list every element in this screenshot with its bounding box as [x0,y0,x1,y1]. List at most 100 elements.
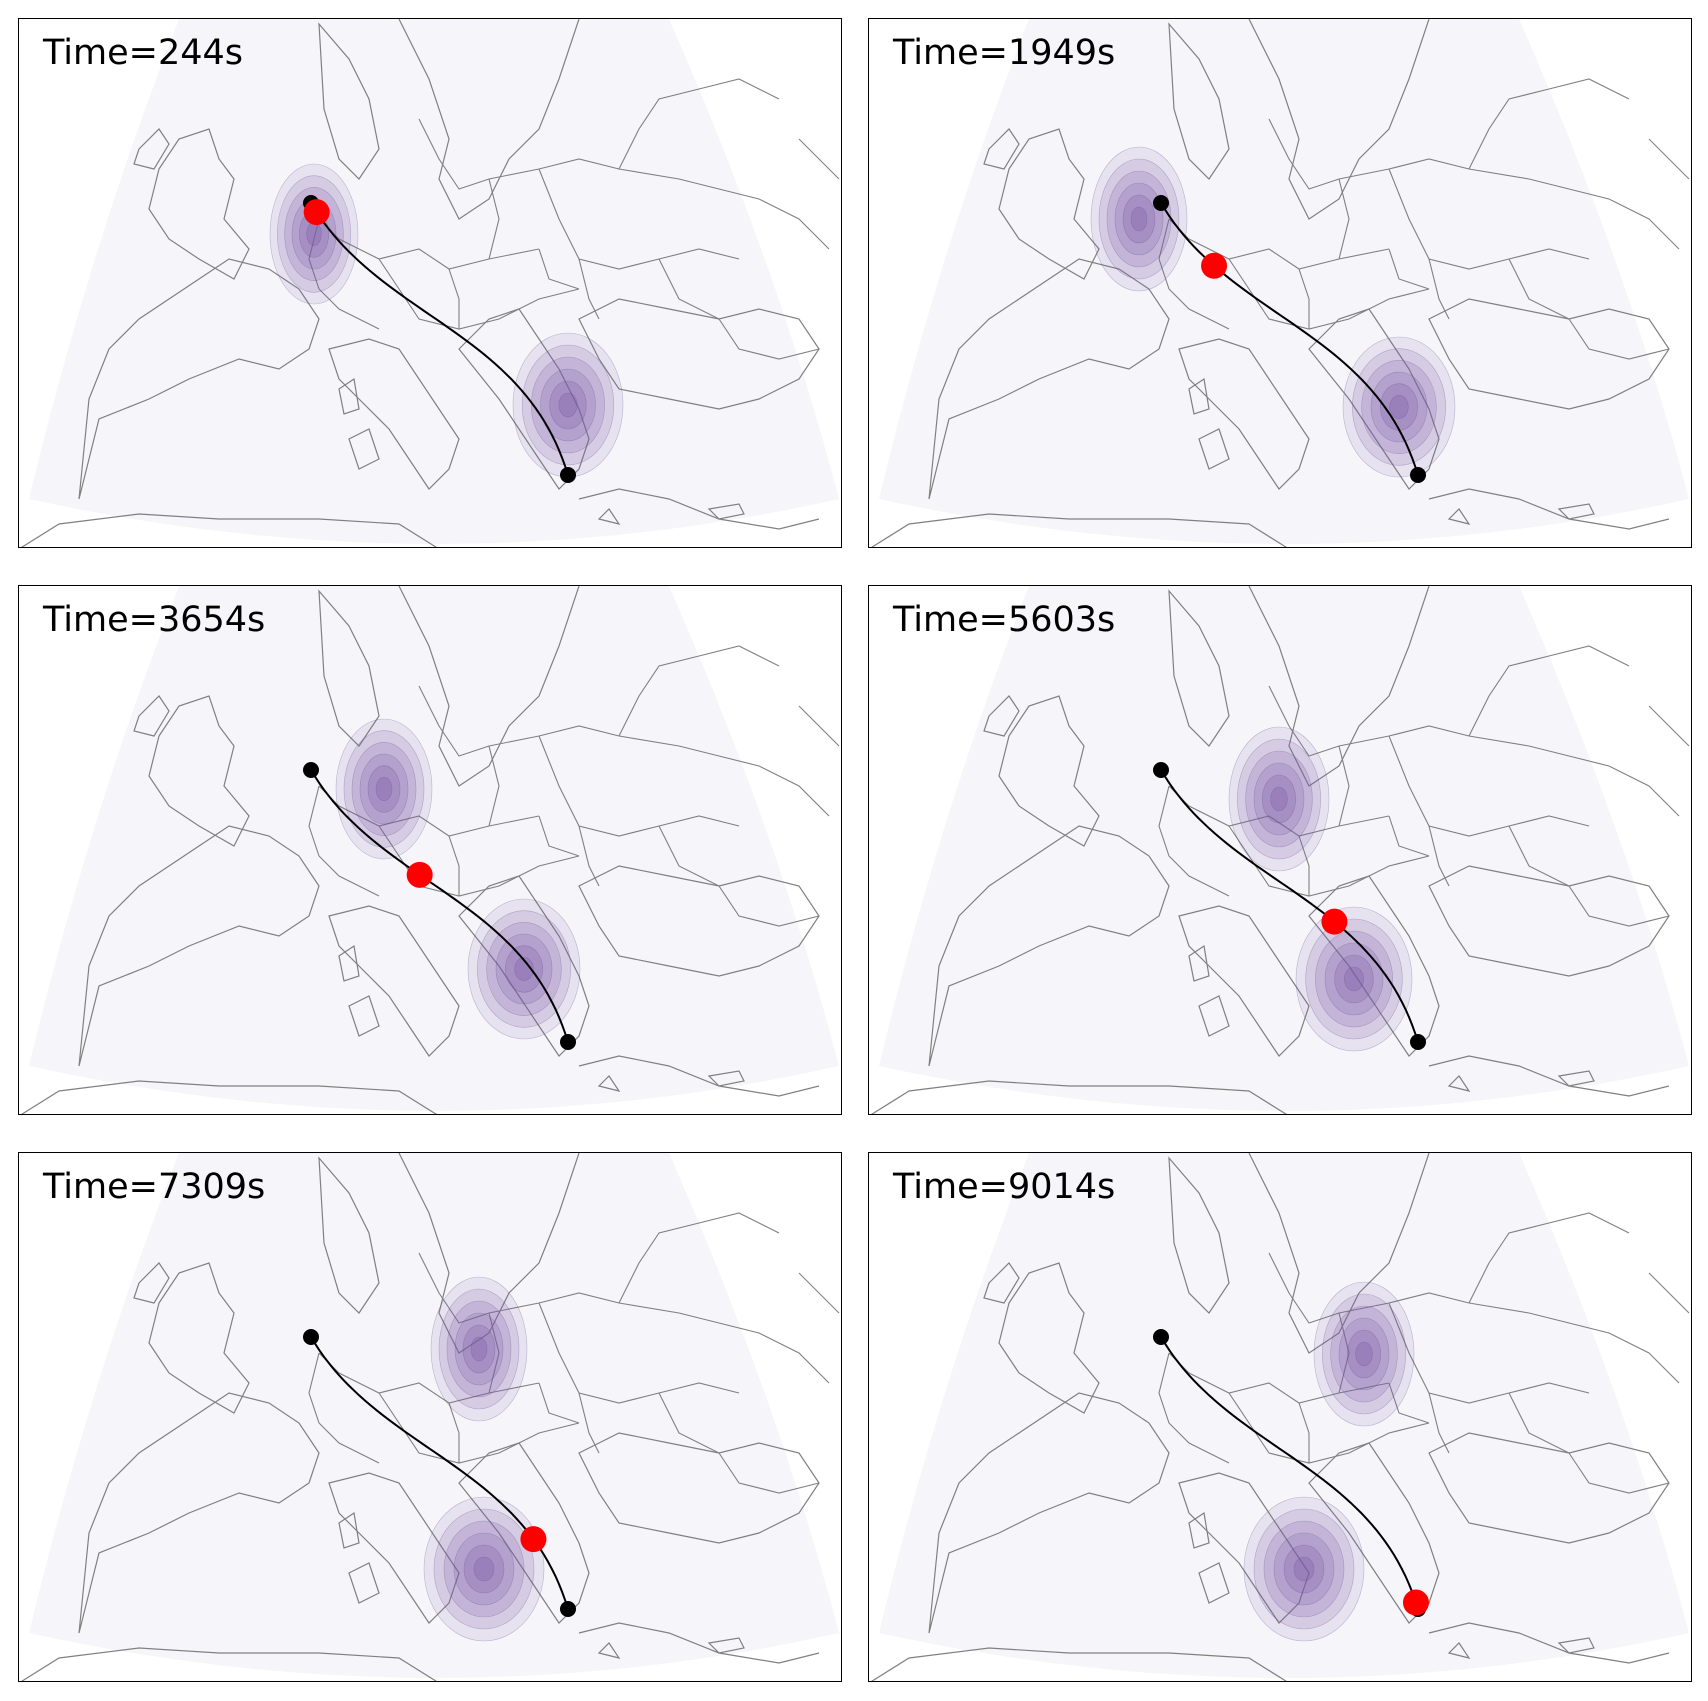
density-contour [1228,726,1330,872]
density-contour [1342,336,1456,478]
density-contour [1352,348,1446,466]
density-contour [438,1288,520,1410]
projection-extent [29,1153,839,1678]
country-border [578,258,600,320]
coastline [998,1262,1100,1414]
country-border [1298,1402,1310,1463]
start-point-icon [1153,195,1169,211]
coastline [318,1156,380,1314]
coastline [338,377,360,415]
country-border [308,218,380,330]
coastline [148,128,250,280]
trajectory-path [1160,202,1419,476]
density-contour [1273,1532,1335,1606]
country-border [1648,705,1690,747]
density-contour [1324,942,1384,1016]
map-panel: Time=244s [18,18,842,548]
current-position-icon [303,199,330,226]
coastline [21,513,437,547]
current-position-icon [1321,908,1348,935]
density-contour [1361,360,1437,454]
coastline [1428,298,1670,410]
start-point-icon [1153,762,1169,778]
country-border [1568,1322,1680,1384]
country-border [1648,1272,1690,1314]
coastline [1557,1637,1595,1654]
density-contour [1305,918,1403,1040]
density-contour [453,1532,515,1606]
density-contour [343,730,425,848]
coastline [1248,586,1430,787]
coastline [1178,338,1310,490]
density-contour [367,765,401,813]
country-border [618,645,780,737]
country-border [538,1382,580,1424]
density-contour [454,1312,504,1386]
density-contour [1098,158,1180,280]
trajectory-path [1160,1336,1419,1610]
current-position-icon [1402,1589,1429,1616]
map-canvas [871,586,1690,1114]
country-border [1158,1352,1230,1464]
density-contour [306,222,322,246]
density-contour [375,777,393,801]
density-contour [521,344,615,466]
trajectory-path [310,769,569,1043]
density-contour [1315,930,1393,1028]
country-border [1388,815,1430,857]
coastline [1428,1055,1670,1097]
start-point-icon [303,762,319,778]
coastline [983,1262,1020,1304]
density-contour [1344,966,1364,992]
coastline [328,338,460,490]
country-border [1388,248,1430,290]
country-border [1508,1392,1570,1454]
map-canvas [21,586,840,1114]
country-border [718,755,830,817]
country-border [538,815,580,857]
time-label: Time=9014s [893,1167,1116,1207]
coastline [348,428,380,470]
country-border [798,138,840,180]
coastline [133,128,170,170]
coastline [1428,488,1670,530]
density-contour [486,922,562,1016]
coastline [597,508,621,525]
country-border [308,1352,380,1464]
density-contour [1295,906,1413,1052]
country-border [1428,1392,1450,1454]
density-contour [1322,1293,1406,1415]
coastline [928,825,1170,1067]
time-label: Time=7309s [43,1167,266,1207]
start-point-icon [1153,1329,1169,1345]
density-contour [359,753,409,825]
density-contour [1253,762,1305,836]
coastline [1188,1511,1210,1549]
density-contour [423,1496,545,1642]
time-label: Time=244s [43,33,244,73]
coastline [1248,1153,1430,1354]
density-contour [1370,371,1428,443]
country-border [1568,188,1680,250]
country-border [798,705,840,747]
end-point-icon [560,467,576,483]
country-border [718,318,820,360]
coastline [1428,1432,1670,1544]
density-contour [446,1300,512,1398]
density-contour [1347,1329,1381,1379]
density-contour [540,368,596,442]
density-contour [1334,954,1374,1004]
country-border [448,268,460,329]
country-border [538,168,740,270]
country-border [718,1452,820,1494]
country-border [658,1392,720,1454]
country-border [1648,138,1690,180]
country-border [538,735,740,837]
country-border [488,178,500,260]
country-border [308,785,380,897]
coastline [338,944,360,982]
coastline [578,1432,820,1544]
map-panel: Time=1949s [868,18,1692,548]
density-contour [269,163,359,305]
